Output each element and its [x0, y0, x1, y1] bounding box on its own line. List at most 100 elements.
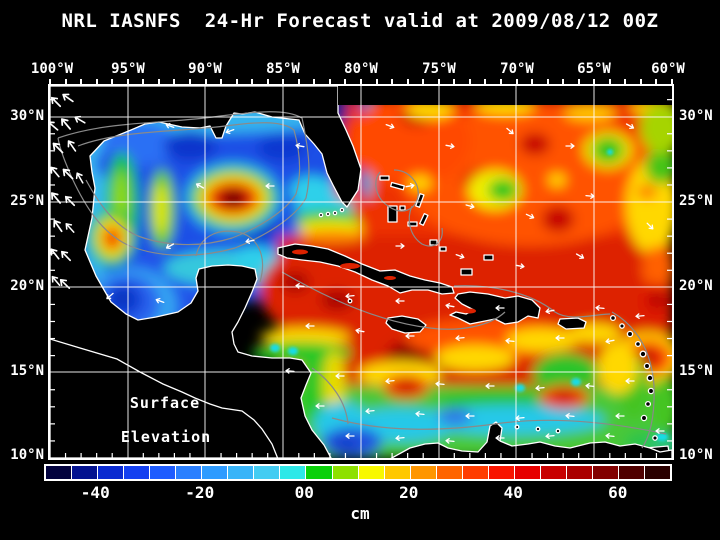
vector-arrow — [605, 338, 615, 344]
plot-title: NRL IASNFS 24-Hr Forecast valid at 2009/… — [61, 10, 659, 32]
colorbar-cell — [150, 466, 176, 479]
lat-label: 20°N — [679, 278, 713, 294]
lon-minor-tick — [531, 79, 534, 84]
lon-minor-tick — [64, 79, 67, 84]
lon-minor-tick — [391, 79, 394, 84]
colorbar-cell — [72, 466, 98, 479]
colorbar-cell — [540, 466, 566, 479]
lon-minor-tick — [422, 79, 425, 84]
lon-minor-tick — [360, 79, 362, 84]
lon-minor-tick — [173, 79, 176, 84]
colorbar-cell — [384, 466, 410, 479]
lon-minor-tick — [453, 79, 456, 84]
colorbar-cell — [462, 466, 488, 479]
vector-arrow — [445, 143, 455, 149]
lon-minor-tick — [577, 79, 580, 84]
vector-arrow — [515, 263, 525, 269]
colorbar-tick-label: -40 — [80, 483, 110, 502]
colorbar-cell — [332, 466, 358, 479]
colorbar-cell — [176, 466, 202, 479]
vector-arrow — [405, 333, 415, 339]
vector-arrow — [67, 140, 77, 152]
vector-arrow — [405, 183, 415, 189]
vector-arrow — [505, 338, 515, 344]
vector-arrow — [415, 411, 425, 417]
vector-arrow — [65, 223, 75, 233]
lat-label: 30°N — [10, 108, 44, 124]
colorbar-cell — [46, 466, 72, 479]
vector-arrow — [395, 243, 405, 249]
lon-minor-tick — [639, 79, 642, 84]
vector-arrow — [75, 172, 84, 184]
lon-minor-tick — [562, 79, 565, 84]
vector-arrow — [74, 115, 86, 124]
colorbar-cell — [306, 466, 332, 479]
vector-arrow — [385, 123, 395, 130]
lon-label: 75°W — [422, 61, 456, 77]
lon-label: 65°W — [577, 61, 611, 77]
lon-label: 80°W — [344, 61, 378, 77]
no-data-strip — [338, 86, 672, 105]
cyan-spots — [270, 149, 668, 441]
lon-minor-tick — [235, 79, 238, 84]
bahamas-islands — [379, 175, 494, 276]
lon-minor-tick — [624, 79, 627, 84]
vector-arrow — [455, 253, 465, 260]
lon-minor-tick — [671, 79, 673, 84]
colorbar-cell — [358, 466, 384, 479]
colorbar-cell — [436, 466, 462, 479]
vector-arrow — [385, 378, 395, 384]
lat-label: 15°N — [10, 363, 44, 379]
lon-label: 95°W — [111, 61, 145, 77]
vector-arrow — [495, 305, 505, 311]
vector-arrow — [295, 143, 305, 149]
lon-minor-tick — [546, 79, 549, 84]
vector-arrow — [165, 243, 175, 250]
vector-arrow — [225, 128, 235, 135]
vector-arrow — [355, 328, 365, 334]
vector-arrow — [53, 219, 63, 233]
lon-minor-tick — [188, 79, 191, 84]
vector-arrow — [285, 368, 295, 374]
vector-arrow — [50, 96, 62, 108]
vector-arrow — [52, 142, 64, 154]
colorbar-unit-label: cm — [350, 504, 370, 523]
colorbar-cell — [410, 466, 436, 479]
vector-arrow — [50, 248, 60, 260]
lon-label: 100°W — [30, 61, 74, 77]
vector-arrow — [495, 435, 505, 441]
lat-label: 25°N — [10, 193, 44, 209]
bathymetry-contours — [57, 111, 667, 449]
vector-arrow — [445, 438, 455, 444]
gridlines — [50, 86, 672, 458]
vector-arrow — [555, 335, 565, 341]
map-frame — [48, 84, 674, 460]
colorbar-cell — [202, 466, 228, 479]
annotation-line2: Elevation — [121, 428, 211, 446]
vector-arrow — [545, 308, 555, 314]
lon-minor-tick — [437, 79, 440, 84]
vector-arrow — [62, 168, 74, 180]
vector-arrow — [646, 222, 654, 230]
vector-arrow — [395, 435, 405, 441]
lon-minor-tick — [266, 79, 269, 84]
lon-minor-tick — [297, 79, 300, 84]
vector-arrow — [565, 413, 575, 419]
lat-label: 25°N — [679, 193, 713, 209]
vector-arrow — [585, 193, 595, 199]
vector-arrow — [365, 408, 375, 414]
colorbar-tick-label: 20 — [399, 483, 419, 502]
lon-minor-tick — [95, 79, 98, 84]
vector-arrow — [245, 238, 255, 244]
vector-arrow — [295, 283, 305, 289]
puerto-rico — [557, 317, 587, 330]
lon-minor-tick — [406, 79, 409, 84]
lon-minor-tick — [593, 79, 596, 84]
colorbar-tick-label: 40 — [503, 483, 523, 502]
vector-arrow — [635, 313, 645, 319]
vector-arrow — [655, 428, 665, 434]
lat-label: 10°N — [679, 447, 713, 463]
vector-arrow — [64, 195, 76, 207]
